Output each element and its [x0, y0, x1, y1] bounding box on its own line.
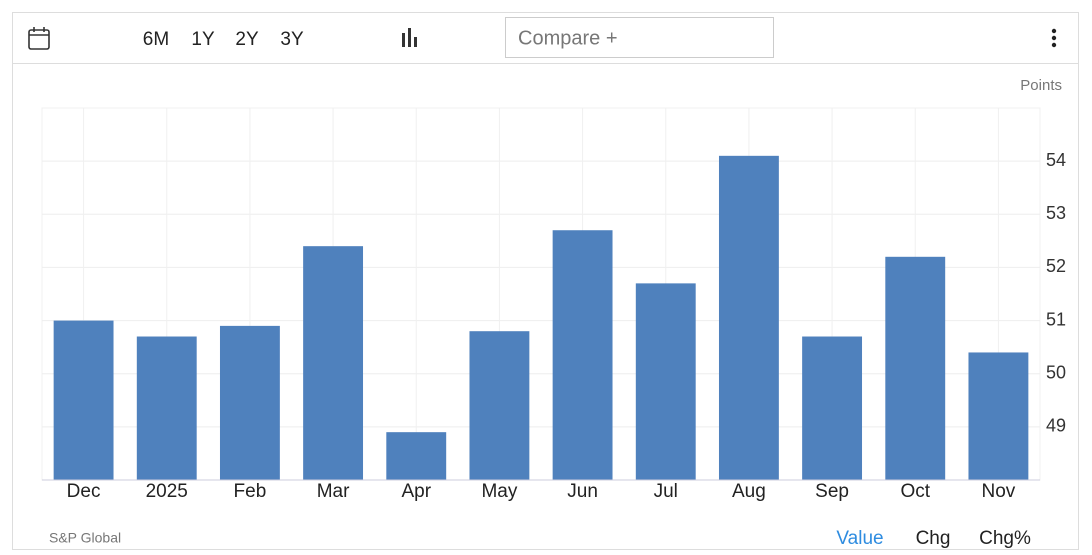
- bar: [386, 432, 447, 480]
- range-button[interactable]: 6M: [143, 29, 169, 50]
- range-button[interactable]: 3Y: [280, 29, 304, 50]
- bar: [718, 155, 779, 481]
- bar: [219, 325, 280, 480]
- menu-icon[interactable]: [1051, 28, 1057, 48]
- x-tick-label: Jun: [567, 481, 598, 502]
- x-tick-label: Feb: [234, 481, 267, 502]
- x-tick-label: Oct: [900, 481, 930, 502]
- x-tick-label: Dec: [67, 481, 101, 502]
- bar: [136, 336, 197, 480]
- tab[interactable]: Chg%: [979, 528, 1031, 549]
- x-tick-label: Aug: [732, 481, 766, 502]
- bar: [303, 246, 364, 480]
- range-button[interactable]: 1Y: [191, 29, 215, 50]
- x-tick-label: 2025: [146, 481, 188, 502]
- y-tick-label: 52: [1046, 256, 1066, 276]
- bar: [635, 283, 696, 480]
- bar: [469, 331, 530, 480]
- x-tick-label: May: [481, 481, 517, 502]
- tab[interactable]: Value: [836, 528, 883, 549]
- bar: [552, 230, 613, 480]
- x-tick-label: Nov: [982, 481, 1016, 502]
- plot: 49 50 51 52 53 54 Dec 2025 Feb Mar Apr May Jun Jul Aug…: [41, 107, 1066, 502]
- compare-placeholder: Compare +: [518, 27, 618, 49]
- bar: [53, 320, 114, 480]
- compare-input[interactable]: [505, 17, 774, 58]
- chart-type-icon[interactable]: [402, 28, 417, 47]
- y-tick-label: 53: [1046, 203, 1066, 223]
- y-tick-label: 51: [1046, 309, 1066, 329]
- tab[interactable]: Chg: [916, 528, 951, 549]
- x-tick-label: Jul: [654, 481, 678, 502]
- bar: [802, 336, 863, 480]
- x-tick-label: Mar: [317, 481, 350, 502]
- y-tick-label: 54: [1046, 150, 1066, 170]
- source: S&P Global: [49, 530, 121, 546]
- y-tick-label: 50: [1046, 362, 1066, 382]
- x-tick-label: Apr: [401, 481, 431, 502]
- bar: [968, 352, 1029, 480]
- calendar-icon[interactable]: [28, 27, 50, 50]
- bar: [885, 256, 946, 480]
- y-axis-unit: Points: [1020, 77, 1062, 94]
- x-tick-label: Sep: [815, 481, 849, 502]
- range-button[interactable]: 2Y: [235, 29, 259, 50]
- y-tick-label: 49: [1046, 416, 1066, 436]
